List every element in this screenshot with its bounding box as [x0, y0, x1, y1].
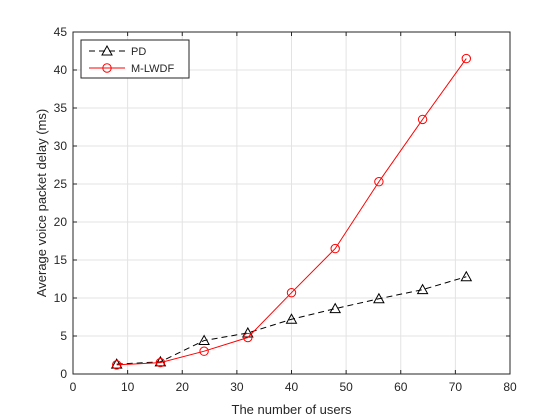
legend: PD M-LWDF — [80, 39, 190, 79]
legend-box — [80, 39, 190, 79]
y-tick-label: 35 — [54, 101, 68, 115]
data-point — [198, 334, 210, 346]
series-m-lwdf — [112, 53, 471, 370]
data-point — [155, 357, 166, 368]
data-point — [330, 243, 340, 254]
x-tick-label: 0 — [70, 380, 77, 394]
legend-label: PD — [131, 46, 146, 58]
data-point — [285, 313, 298, 324]
axis-ticks: 0 10 20 30 40 50 60 70 80 0 5 10 15 20 25 30 35 40 45 — [54, 25, 517, 394]
y-tick-label: 20 — [54, 215, 68, 229]
x-tick-label: 40 — [285, 380, 299, 394]
y-tick-label: 25 — [54, 177, 68, 191]
x-tick-label: 30 — [230, 380, 244, 394]
data-point — [461, 53, 471, 64]
data-point — [460, 270, 473, 282]
series-line — [116, 276, 467, 365]
data-point — [329, 302, 342, 314]
data-point — [286, 287, 297, 298]
data-point — [373, 292, 385, 304]
y-tick-label: 0 — [60, 367, 67, 381]
data-point — [417, 114, 428, 125]
x-tick-label: 70 — [449, 380, 463, 394]
y-tick-label: 40 — [54, 63, 68, 77]
x-tick-label: 10 — [121, 380, 135, 394]
data-point — [199, 346, 209, 356]
series-pd — [110, 270, 473, 369]
data-point — [243, 332, 253, 343]
data-point — [112, 360, 122, 370]
series-line — [116, 58, 467, 366]
y-tick-label: 30 — [54, 139, 68, 153]
x-tick-label: 50 — [339, 380, 353, 394]
y-tick-label: 5 — [60, 329, 67, 343]
y-tick-label: 45 — [54, 25, 68, 39]
legend-marker — [102, 63, 112, 73]
legend-label: M-LWDF — [131, 63, 174, 75]
data-point — [154, 355, 167, 367]
y-axis-label: Average voice packet delay (ms) — [34, 109, 49, 297]
y-tick-label: 15 — [54, 253, 68, 267]
data-point — [374, 177, 384, 187]
x-tick-label: 20 — [176, 380, 190, 394]
x-axis-label: The number of users — [232, 402, 352, 417]
series-layer — [110, 53, 473, 370]
data-point — [416, 283, 429, 295]
x-tick-label: 60 — [394, 380, 408, 394]
x-tick-label: 80 — [503, 380, 517, 394]
legend-marker — [101, 44, 113, 56]
y-tick-label: 10 — [54, 291, 68, 305]
data-point — [110, 358, 123, 369]
